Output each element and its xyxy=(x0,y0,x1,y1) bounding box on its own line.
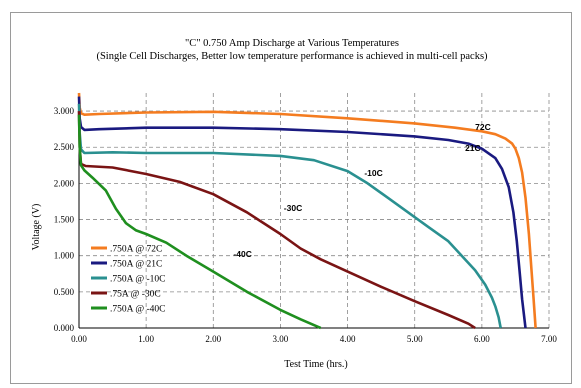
chart-frame: "C" 0.750 Amp Discharge at Various Tempe… xyxy=(10,12,572,384)
series-annotation-4: -40C xyxy=(233,249,251,259)
legend-label-2: .750A @ -10C xyxy=(110,275,165,285)
x-tick-label: 6.00 xyxy=(474,334,490,344)
series-annotation-3: -30C xyxy=(284,203,302,213)
x-tick-label: 7.00 xyxy=(541,334,557,344)
y-tick-label: 3.000 xyxy=(54,106,75,116)
series-annotations: 72C 21C -10C -30C -40C xyxy=(233,122,490,259)
x-tick-label: 4.00 xyxy=(340,334,356,344)
x-tick-label: 2.00 xyxy=(205,334,221,344)
y-tick-label: 1.000 xyxy=(54,251,75,261)
x-tick-label: 5.00 xyxy=(407,334,423,344)
y-tick-label: 2.000 xyxy=(54,178,75,188)
series-annotation-0: 72C xyxy=(475,122,491,132)
chart-title: "C" 0.750 Amp Discharge at Various Tempe… xyxy=(185,38,399,49)
y-axis-label: Voltage (V) xyxy=(31,204,42,251)
chart-subtitle: (Single Cell Discharges, Better low temp… xyxy=(96,51,488,62)
y-tick-label: 0.500 xyxy=(54,287,75,297)
series-annotation-1: 21C xyxy=(465,143,481,153)
x-axis-label: Test Time (hrs.) xyxy=(284,359,347,370)
series-annotation-2: -10C xyxy=(364,168,382,178)
y-tick-label: 1.500 xyxy=(54,215,75,225)
legend-label-1: .750A @ 21C xyxy=(110,260,162,270)
x-tick-label: 1.00 xyxy=(138,334,154,344)
x-tick-label: 0.00 xyxy=(71,334,87,344)
legend-label-3: .75A @ -30C xyxy=(110,290,161,300)
y-tick-label: 0.000 xyxy=(54,323,75,333)
legend-label-4: .750A @ -40C xyxy=(110,305,165,315)
x-tick-label: 3.00 xyxy=(273,334,289,344)
legend: .750A @ 72C .750A @ 21C .750A @ -10C .75A @… xyxy=(91,245,165,315)
discharge-chart: "C" 0.750 Amp Discharge at Various Tempe… xyxy=(11,13,573,385)
y-tick-label: 2.500 xyxy=(54,142,75,152)
legend-label-0: .750A @ 72C xyxy=(110,245,162,255)
